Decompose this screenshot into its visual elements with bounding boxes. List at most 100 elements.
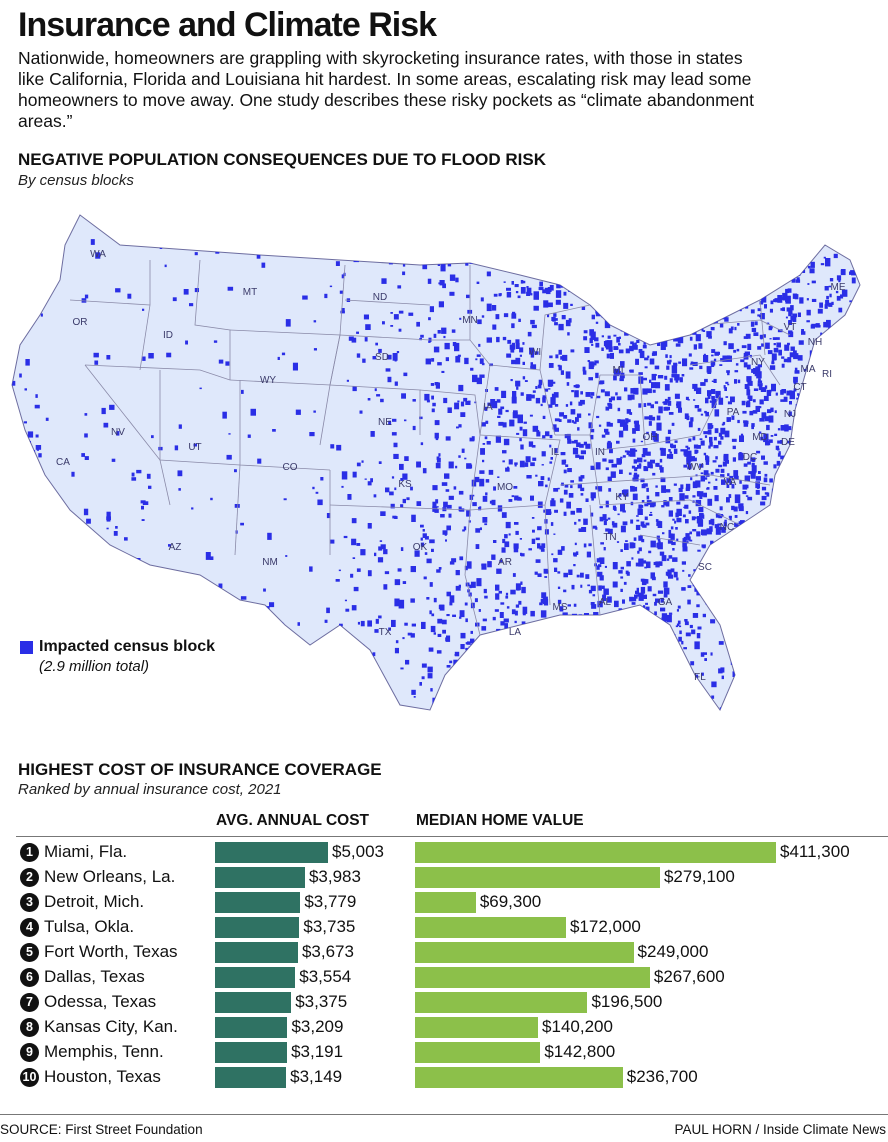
impacted-block [410, 566, 416, 573]
impacted-block [801, 575, 806, 580]
impacted-block [841, 359, 844, 361]
impacted-block [702, 613, 706, 618]
impacted-block [725, 381, 729, 384]
impacted-block [692, 321, 696, 326]
impacted-block [517, 295, 521, 299]
impacted-block [550, 669, 553, 673]
cost-bar [215, 1042, 288, 1063]
impacted-block [459, 253, 464, 261]
impacted-block [465, 710, 468, 715]
impacted-block [348, 336, 354, 341]
impacted-block [692, 613, 699, 618]
impacted-block [172, 297, 177, 302]
impacted-block [466, 294, 470, 299]
impacted-block [481, 668, 487, 674]
impacted-block [766, 389, 772, 396]
impacted-block [480, 652, 484, 656]
impacted-block [555, 290, 562, 298]
impacted-block [487, 402, 493, 406]
impacted-block [761, 294, 767, 303]
impacted-block [673, 284, 678, 289]
impacted-block [671, 374, 677, 378]
impacted-block [481, 422, 486, 427]
impacted-block [168, 694, 173, 699]
impacted-block [699, 284, 704, 293]
impacted-block [658, 320, 663, 323]
impacted-block [183, 677, 187, 683]
impacted-block [720, 427, 726, 435]
impacted-block [796, 550, 800, 556]
impacted-block [831, 629, 835, 633]
impacted-block [858, 344, 860, 351]
impacted-block [629, 316, 633, 319]
impacted-block [22, 467, 26, 470]
impacted-block [559, 498, 564, 503]
impacted-block [81, 453, 85, 457]
impacted-block [587, 584, 590, 587]
impacted-block [638, 677, 641, 681]
impacted-block [579, 443, 584, 448]
impacted-block [786, 649, 790, 652]
impacted-block [789, 401, 792, 405]
impacted-block [800, 504, 805, 510]
impacted-block [746, 218, 750, 222]
impacted-block [749, 541, 753, 543]
impacted-block [537, 501, 543, 508]
impacted-block [579, 455, 584, 460]
impacted-block [459, 556, 464, 561]
impacted-block [654, 651, 658, 654]
impacted-block [729, 475, 734, 480]
impacted-block [313, 320, 317, 323]
impacted-block [659, 689, 663, 696]
impacted-block [619, 419, 626, 427]
impacted-block [601, 434, 606, 438]
impacted-block [752, 535, 757, 540]
impacted-block [685, 483, 691, 490]
impacted-block [562, 663, 568, 669]
impacted-block [628, 229, 634, 233]
impacted-block [479, 478, 485, 487]
impacted-block [603, 228, 607, 231]
impacted-block [839, 331, 844, 339]
impacted-block [816, 378, 820, 380]
impacted-block [669, 378, 673, 383]
impacted-block [835, 673, 840, 677]
impacted-block [745, 511, 749, 515]
impacted-block [773, 520, 777, 524]
impacted-block [727, 248, 732, 254]
impacted-block [720, 474, 725, 478]
impacted-block [506, 606, 510, 609]
impacted-block [791, 578, 795, 582]
impacted-block [625, 613, 631, 620]
impacted-block [573, 421, 577, 424]
impacted-block [732, 603, 737, 611]
impacted-block [718, 294, 723, 298]
impacted-block [568, 224, 574, 233]
impacted-block [535, 226, 540, 230]
impacted-block [465, 684, 470, 688]
home-value-bar [415, 892, 476, 913]
impacted-block [634, 424, 640, 431]
impacted-block [833, 601, 838, 606]
impacted-block [728, 629, 732, 633]
impacted-block [711, 349, 716, 353]
impacted-block [816, 416, 820, 419]
impacted-block [634, 235, 637, 238]
impacted-block [762, 334, 766, 338]
impacted-block [702, 317, 707, 324]
impacted-block [677, 707, 680, 710]
impacted-block [570, 661, 574, 663]
impacted-block [771, 237, 777, 243]
impacted-block [515, 233, 521, 239]
impacted-block [835, 243, 839, 248]
impacted-block [822, 416, 826, 421]
impacted-block [673, 557, 677, 562]
impacted-block [456, 426, 459, 429]
impacted-block [419, 416, 423, 420]
impacted-block [335, 261, 340, 266]
impacted-block [210, 556, 214, 560]
impacted-block [480, 297, 484, 302]
impacted-block [616, 396, 622, 401]
impacted-block [798, 714, 803, 718]
impacted-block [870, 638, 872, 641]
